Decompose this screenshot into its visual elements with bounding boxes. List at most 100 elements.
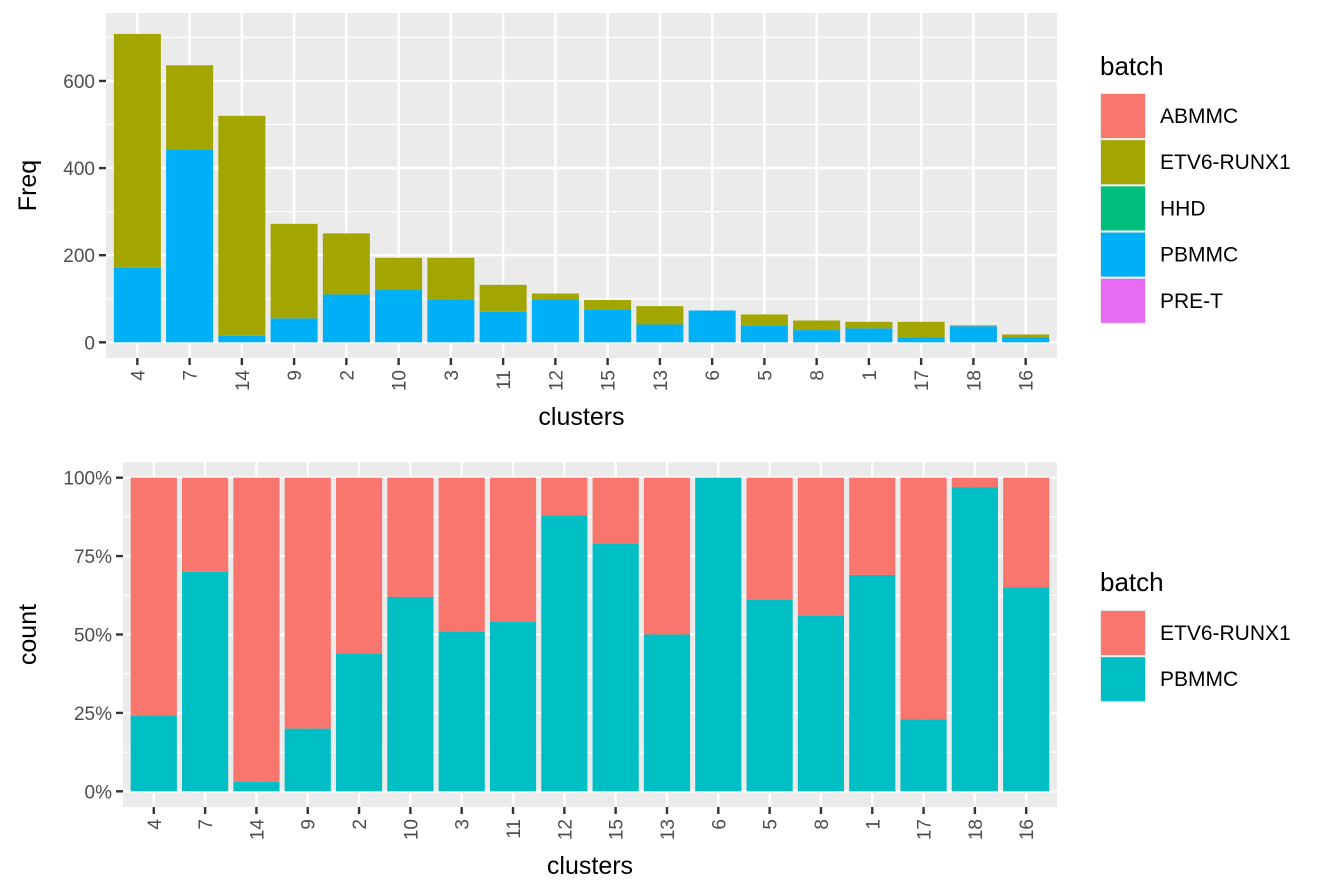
bar-etv6-runx1-cluster-9: [284, 477, 331, 729]
legend-title: batch: [1100, 51, 1164, 81]
x-axis-title: clusters: [538, 403, 624, 431]
bar-etv6-runx1-cluster-17: [900, 477, 947, 720]
x-tick-label: 12: [555, 819, 576, 840]
bar-pbmmc-cluster-17: [900, 719, 947, 792]
legend-label: PBMMC: [1160, 244, 1238, 267]
legend: batch ETV6-RUNX1 PBMMC: [1100, 567, 1291, 703]
bar-etv6-runx1-cluster-16: [1002, 334, 1050, 338]
bar-pbmmc-cluster-12: [541, 515, 588, 792]
y-tick-label: 75%: [74, 547, 112, 568]
bar-pbmmc-cluster-2: [335, 653, 383, 792]
legend-key-swatch: [1101, 657, 1145, 702]
y-tick-label: 200: [63, 246, 95, 267]
bar-etv6-runx1-cluster-5: [740, 314, 788, 326]
bar-etv6-runx1-cluster-1: [845, 321, 893, 329]
x-tick-label: 9: [299, 819, 320, 830]
bar-etv6-runx1-cluster-4: [113, 33, 161, 268]
bar-pbmmc-cluster-16: [1002, 337, 1050, 343]
bar-etv6-runx1-cluster-14: [233, 477, 280, 782]
bar-etv6-runx1-cluster-15: [584, 300, 632, 310]
bar-pbmmc-cluster-15: [592, 543, 639, 792]
x-tick-label: 18: [964, 370, 985, 391]
bar-etv6-runx1-cluster-11: [479, 284, 527, 312]
bar-etv6-runx1-cluster-9: [270, 223, 318, 319]
x-tick-label: 13: [651, 370, 672, 391]
bar-pbmmc-cluster-5: [740, 325, 788, 343]
bar-etv6-runx1-cluster-8: [793, 320, 841, 331]
x-tick-label: 11: [504, 819, 525, 839]
bar-pbmmc-cluster-14: [218, 335, 266, 343]
bar-pbmmc-cluster-3: [427, 299, 475, 343]
bar-pbmmc-cluster-8: [793, 330, 841, 343]
legend-label: ABMMC: [1160, 105, 1238, 128]
x-tick-label: 8: [812, 819, 833, 830]
bar-pbmmc-cluster-16: [1003, 587, 1050, 792]
y-axis-title: Freq: [14, 160, 42, 211]
bar-etv6-runx1-cluster-3: [427, 257, 475, 300]
bar-pbmmc-cluster-9: [270, 318, 318, 343]
bar-pbmmc-cluster-13: [643, 634, 691, 792]
legend-title: batch: [1100, 567, 1164, 597]
x-tick-label: 16: [1017, 819, 1038, 840]
x-tick-label: 15: [607, 819, 628, 840]
legend-label: PRE-T: [1160, 290, 1223, 313]
y-tick-label: 0%: [85, 782, 113, 803]
x-tick-label: 7: [181, 370, 202, 381]
legend-key-swatch: [1101, 140, 1145, 185]
legend-label: ETV6-RUNX1: [1160, 151, 1291, 174]
bar-pbmmc-cluster-1: [845, 328, 893, 343]
x-tick-label: 8: [808, 370, 829, 381]
bar-etv6-runx1-cluster-8: [797, 477, 845, 616]
bar-pbmmc-cluster-7: [182, 571, 229, 792]
bar-pbmmc-cluster-6: [688, 310, 736, 343]
y-tick-label: 50%: [74, 626, 112, 647]
bar-pbmmc-cluster-12: [531, 299, 579, 343]
bar-etv6-runx1-cluster-2: [335, 477, 383, 654]
bar-etv6-runx1-cluster-14: [218, 115, 266, 336]
bar-pbmmc-cluster-4: [113, 267, 161, 343]
x-tick-label: 5: [761, 819, 782, 830]
x-tick-label: 17: [915, 819, 936, 840]
bar-etv6-runx1-cluster-17: [897, 321, 945, 338]
bar-etv6-runx1-cluster-13: [643, 477, 691, 635]
x-tick-label: 9: [285, 370, 306, 381]
bar-pbmmc-cluster-11: [479, 311, 527, 343]
bar-pbmmc-cluster-5: [746, 600, 793, 792]
chart-2: 0% 25% 50% 75% 100% 4 7 14 9 2 10 3 11 12 15 13 6 5 8 1 17 18…: [14, 462, 1291, 880]
bar-etv6-runx1-cluster-12: [541, 477, 588, 516]
x-axis-title: clusters: [547, 852, 633, 880]
x-tick-label: 11: [494, 370, 515, 390]
bar-etv6-runx1-cluster-5: [746, 477, 793, 600]
bar-pbmmc-cluster-11: [489, 621, 537, 792]
legend-key-swatch: [1101, 94, 1145, 138]
bar-etv6-runx1-cluster-1: [849, 477, 896, 575]
bar-etv6-runx1-cluster-10: [387, 477, 434, 597]
bar-pbmmc-cluster-7: [166, 149, 214, 343]
chart-1: 0 200 400 600 4 7 14 9 2 10 3 11 12 15 13 6 5 8 1 17 18 16 clu…: [14, 13, 1291, 431]
legend-key-swatch: [1101, 278, 1145, 323]
bar-etv6-runx1-cluster-2: [322, 233, 370, 295]
y-tick-label: 25%: [74, 704, 112, 725]
bar-pbmmc-cluster-1: [849, 574, 896, 792]
bar-pbmmc-cluster-14: [233, 781, 280, 792]
y-tick-label: 600: [63, 72, 95, 93]
bar-etv6-runx1-cluster-3: [438, 477, 485, 632]
bar-etv6-runx1-cluster-13: [636, 306, 684, 325]
x-tick-label: 1: [860, 370, 881, 381]
x-tick-label: 14: [233, 370, 254, 392]
x-tick-label: 10: [390, 370, 411, 391]
bar-pbmmc-cluster-3: [438, 631, 485, 792]
bar-pbmmc-cluster-18: [951, 487, 998, 792]
x-tick-label: 15: [599, 370, 620, 391]
x-tick-label: 17: [912, 370, 933, 391]
y-axis-title: count: [14, 604, 42, 665]
x-tick-label: 3: [453, 819, 474, 830]
legend-key-swatch: [1101, 611, 1145, 655]
bar-etv6-runx1-cluster-12: [531, 293, 579, 300]
x-tick-label: 12: [546, 370, 567, 391]
x-tick-label: 6: [703, 370, 724, 381]
bar-pbmmc-cluster-8: [797, 615, 845, 792]
bar-pbmmc-cluster-6: [695, 477, 742, 792]
legend-key-swatch: [1101, 232, 1145, 277]
x-tick-label: 5: [755, 370, 776, 381]
